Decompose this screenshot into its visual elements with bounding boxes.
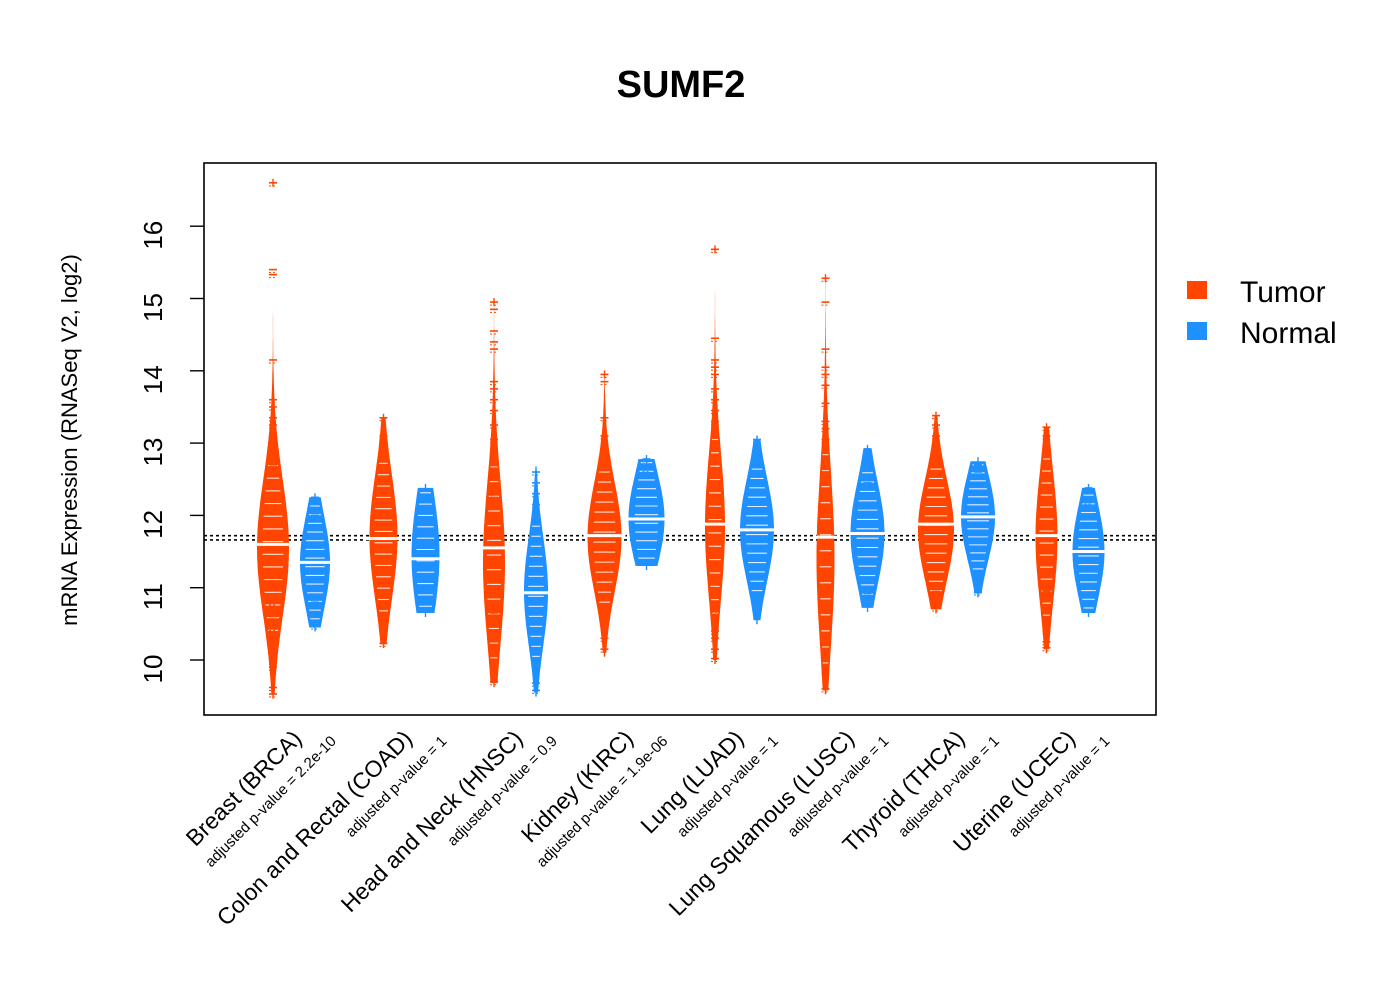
normal-bean bbox=[407, 480, 444, 630]
normal-bean-density bbox=[411, 487, 440, 613]
tumor-bean bbox=[812, 274, 839, 695]
normal-bean bbox=[957, 457, 999, 598]
legend: Tumor Normal bbox=[1187, 276, 1337, 350]
tumor-bean-density bbox=[705, 249, 725, 661]
normal-bean bbox=[1068, 483, 1109, 618]
normal-bean bbox=[736, 435, 778, 625]
y-tick-label: 11 bbox=[138, 583, 168, 610]
y-tick-label: 10 bbox=[138, 655, 168, 684]
tumor-bean bbox=[1031, 423, 1062, 654]
y-tick-label: 16 bbox=[138, 221, 168, 250]
tumor-bean bbox=[914, 411, 958, 614]
chart-title: SUMF2 bbox=[617, 64, 746, 106]
normal-bean-density bbox=[524, 470, 548, 693]
y-tick-label: 13 bbox=[138, 438, 168, 467]
normal-bean bbox=[520, 466, 552, 697]
tumor-bean bbox=[479, 298, 509, 688]
legend-swatch-tumor bbox=[1187, 281, 1207, 299]
tumor-bean bbox=[365, 413, 402, 649]
legend-label-tumor: Tumor bbox=[1240, 276, 1326, 309]
tumor-bean bbox=[253, 178, 293, 699]
tumor-bean-density bbox=[483, 302, 505, 684]
normal-bean bbox=[624, 455, 669, 576]
legend-label-normal: Normal bbox=[1240, 317, 1337, 350]
tumor-bean-density bbox=[587, 374, 622, 653]
normal-bean bbox=[846, 444, 889, 612]
y-axis-label: mRNA Expression (RNASeq V2, log2) bbox=[57, 254, 82, 626]
tumor-bean-density bbox=[918, 415, 954, 610]
tumor-bean bbox=[701, 245, 729, 664]
y-tick-label: 15 bbox=[138, 293, 168, 322]
normal-bean bbox=[296, 493, 334, 632]
plot-frame bbox=[203, 162, 1157, 716]
normal-bean-density bbox=[628, 459, 665, 566]
normal-bean-density bbox=[961, 461, 995, 594]
tumor-bean-density bbox=[816, 278, 835, 691]
y-tick-label: 12 bbox=[138, 510, 168, 539]
y-tick-label: 14 bbox=[138, 365, 168, 394]
legend-swatch-normal bbox=[1187, 322, 1207, 340]
tumor-bean-density bbox=[1035, 427, 1058, 650]
tumor-bean bbox=[583, 370, 626, 657]
